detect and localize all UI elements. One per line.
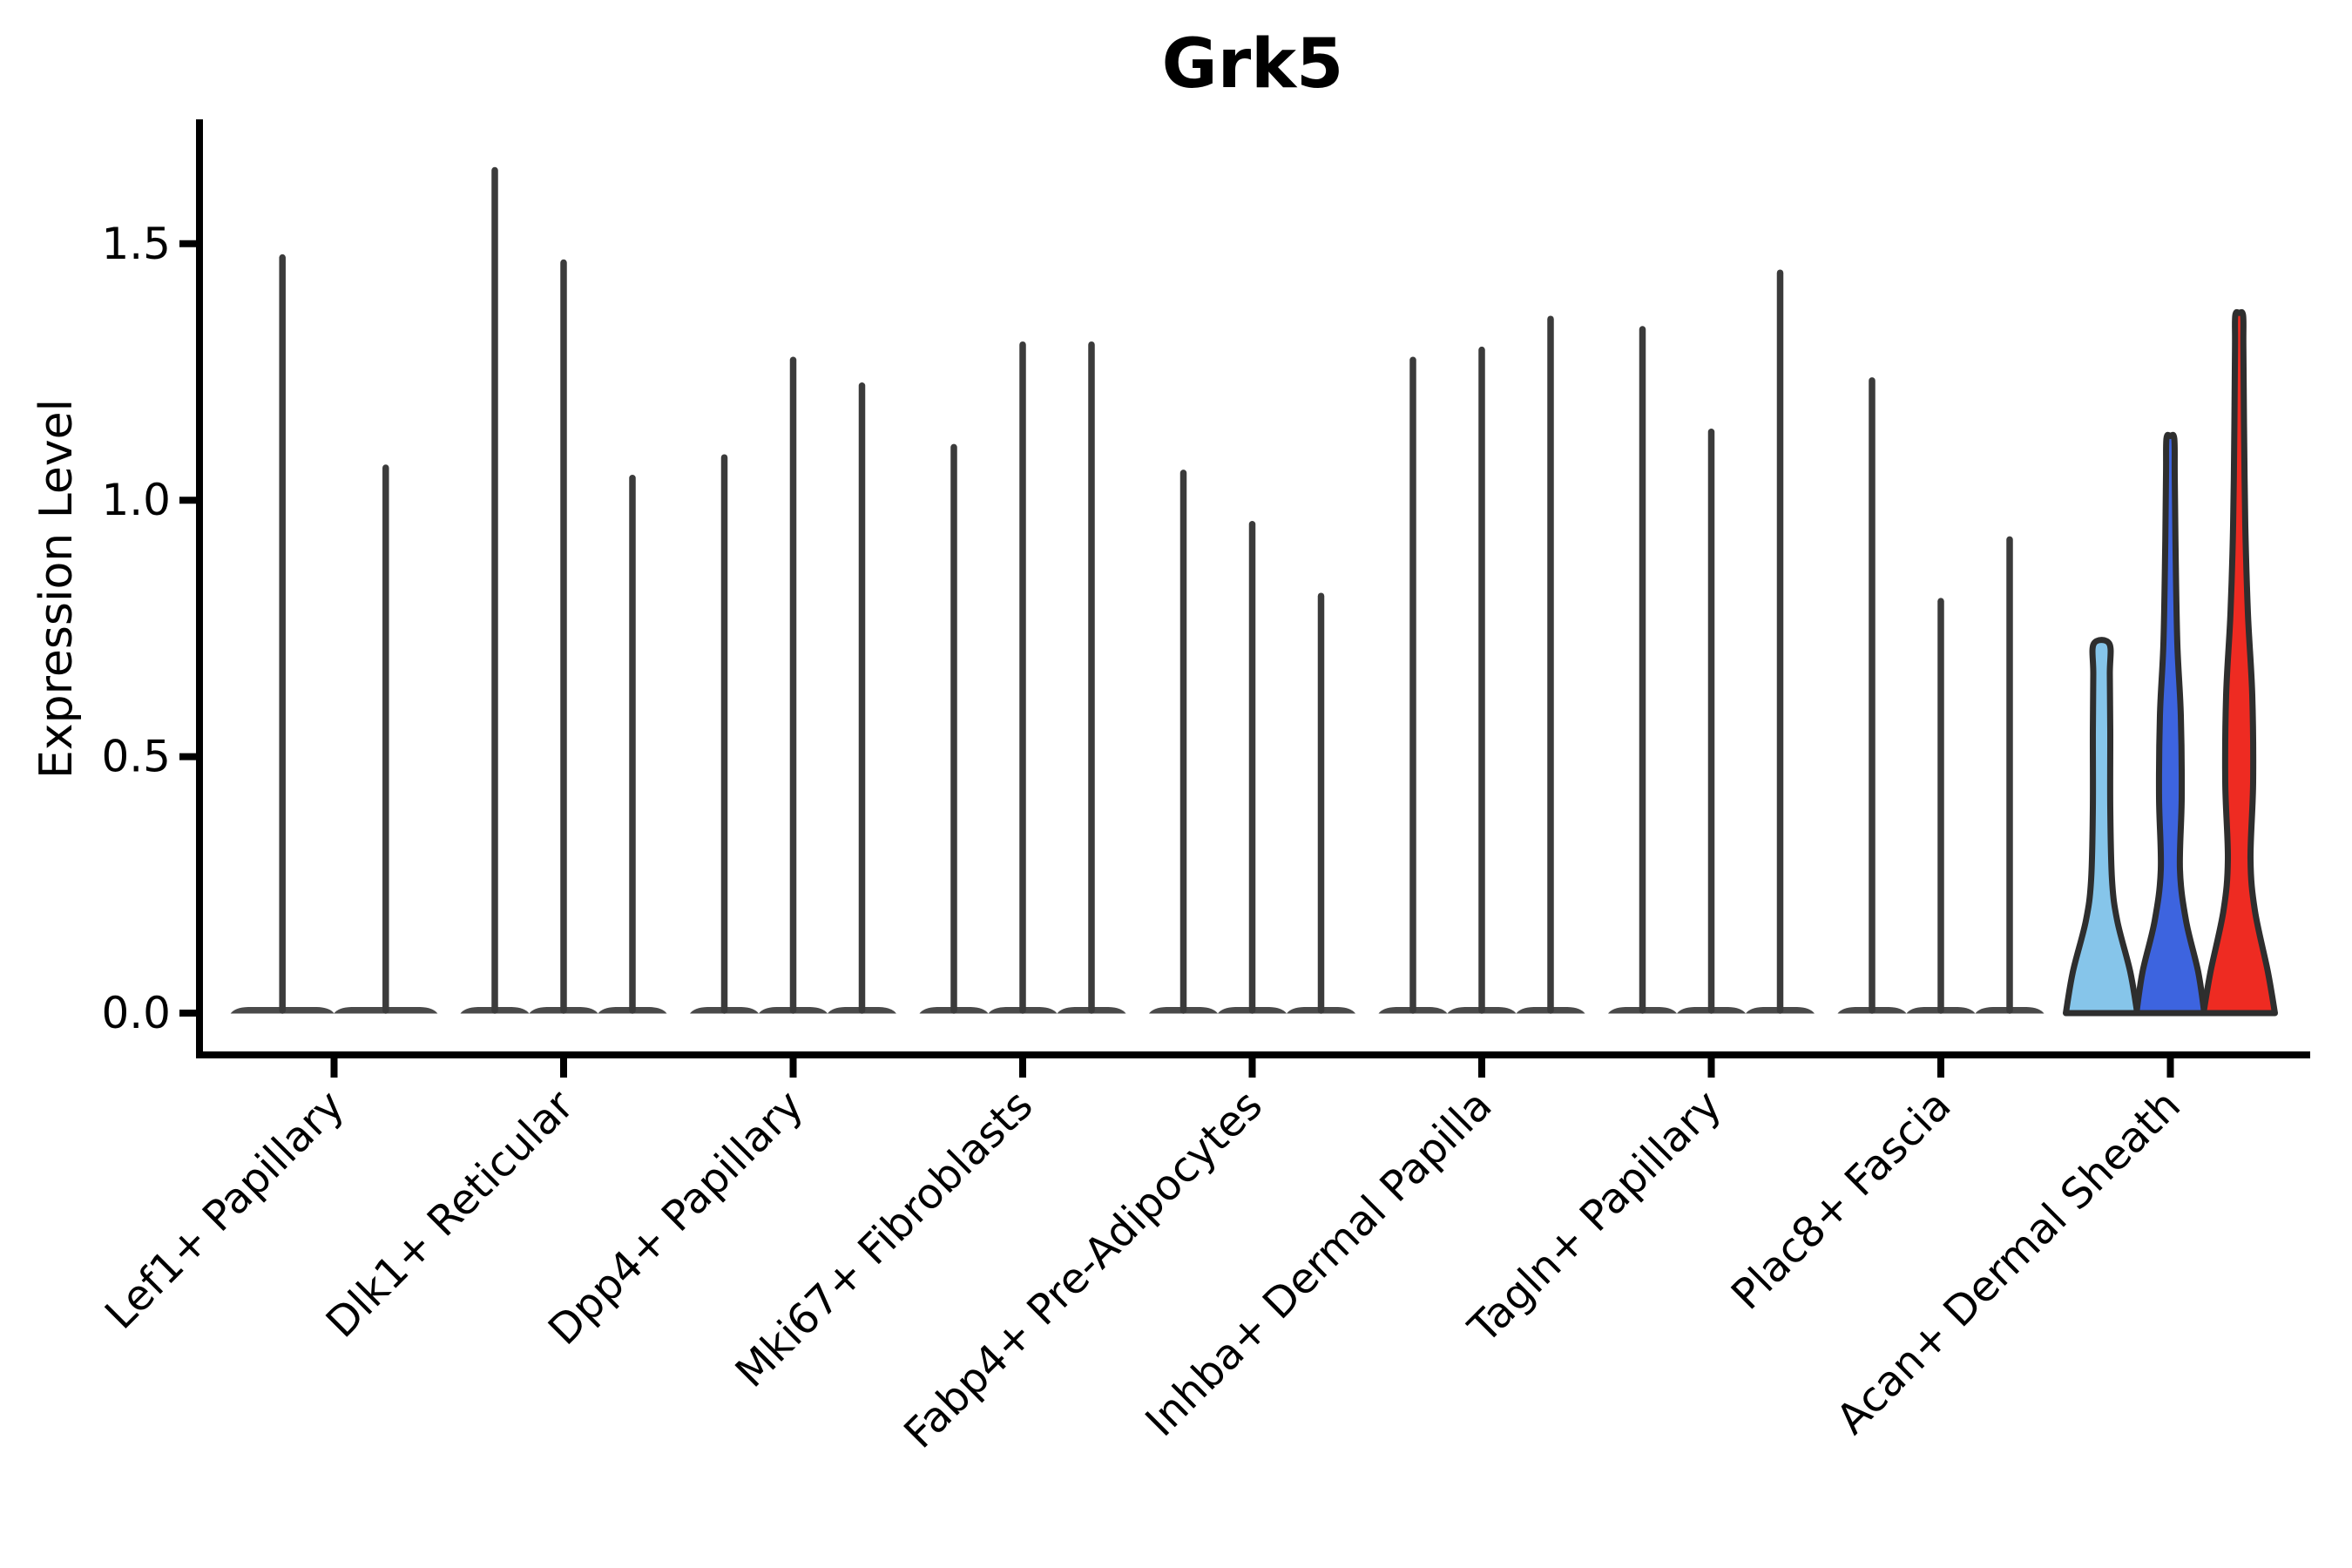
x-tick-label: Plac8+ Fascia bbox=[1722, 1081, 1961, 1320]
x-tick-label: Tagln+ Papillary bbox=[1459, 1081, 1731, 1353]
violin-body bbox=[2063, 637, 2140, 1017]
y-tick-label: 1.5 bbox=[101, 219, 171, 269]
x-tick-label: Dpp4+ Papillary bbox=[539, 1081, 813, 1355]
violin-body bbox=[2133, 431, 2207, 1017]
x-tick-label: Dlk1+ Reticular bbox=[317, 1081, 584, 1348]
y-tick-label: 0.5 bbox=[101, 732, 171, 782]
violin-layer bbox=[230, 166, 2278, 1017]
x-tick-label: Lef1+ Papillary bbox=[96, 1081, 354, 1339]
y-axis-label: Expression Level bbox=[30, 399, 83, 779]
y-tick-label: 1.0 bbox=[101, 475, 171, 525]
violin-body bbox=[2200, 308, 2278, 1017]
y-tick-label: 0.0 bbox=[101, 988, 171, 1038]
chart-title: Grk5 bbox=[1162, 25, 1344, 104]
